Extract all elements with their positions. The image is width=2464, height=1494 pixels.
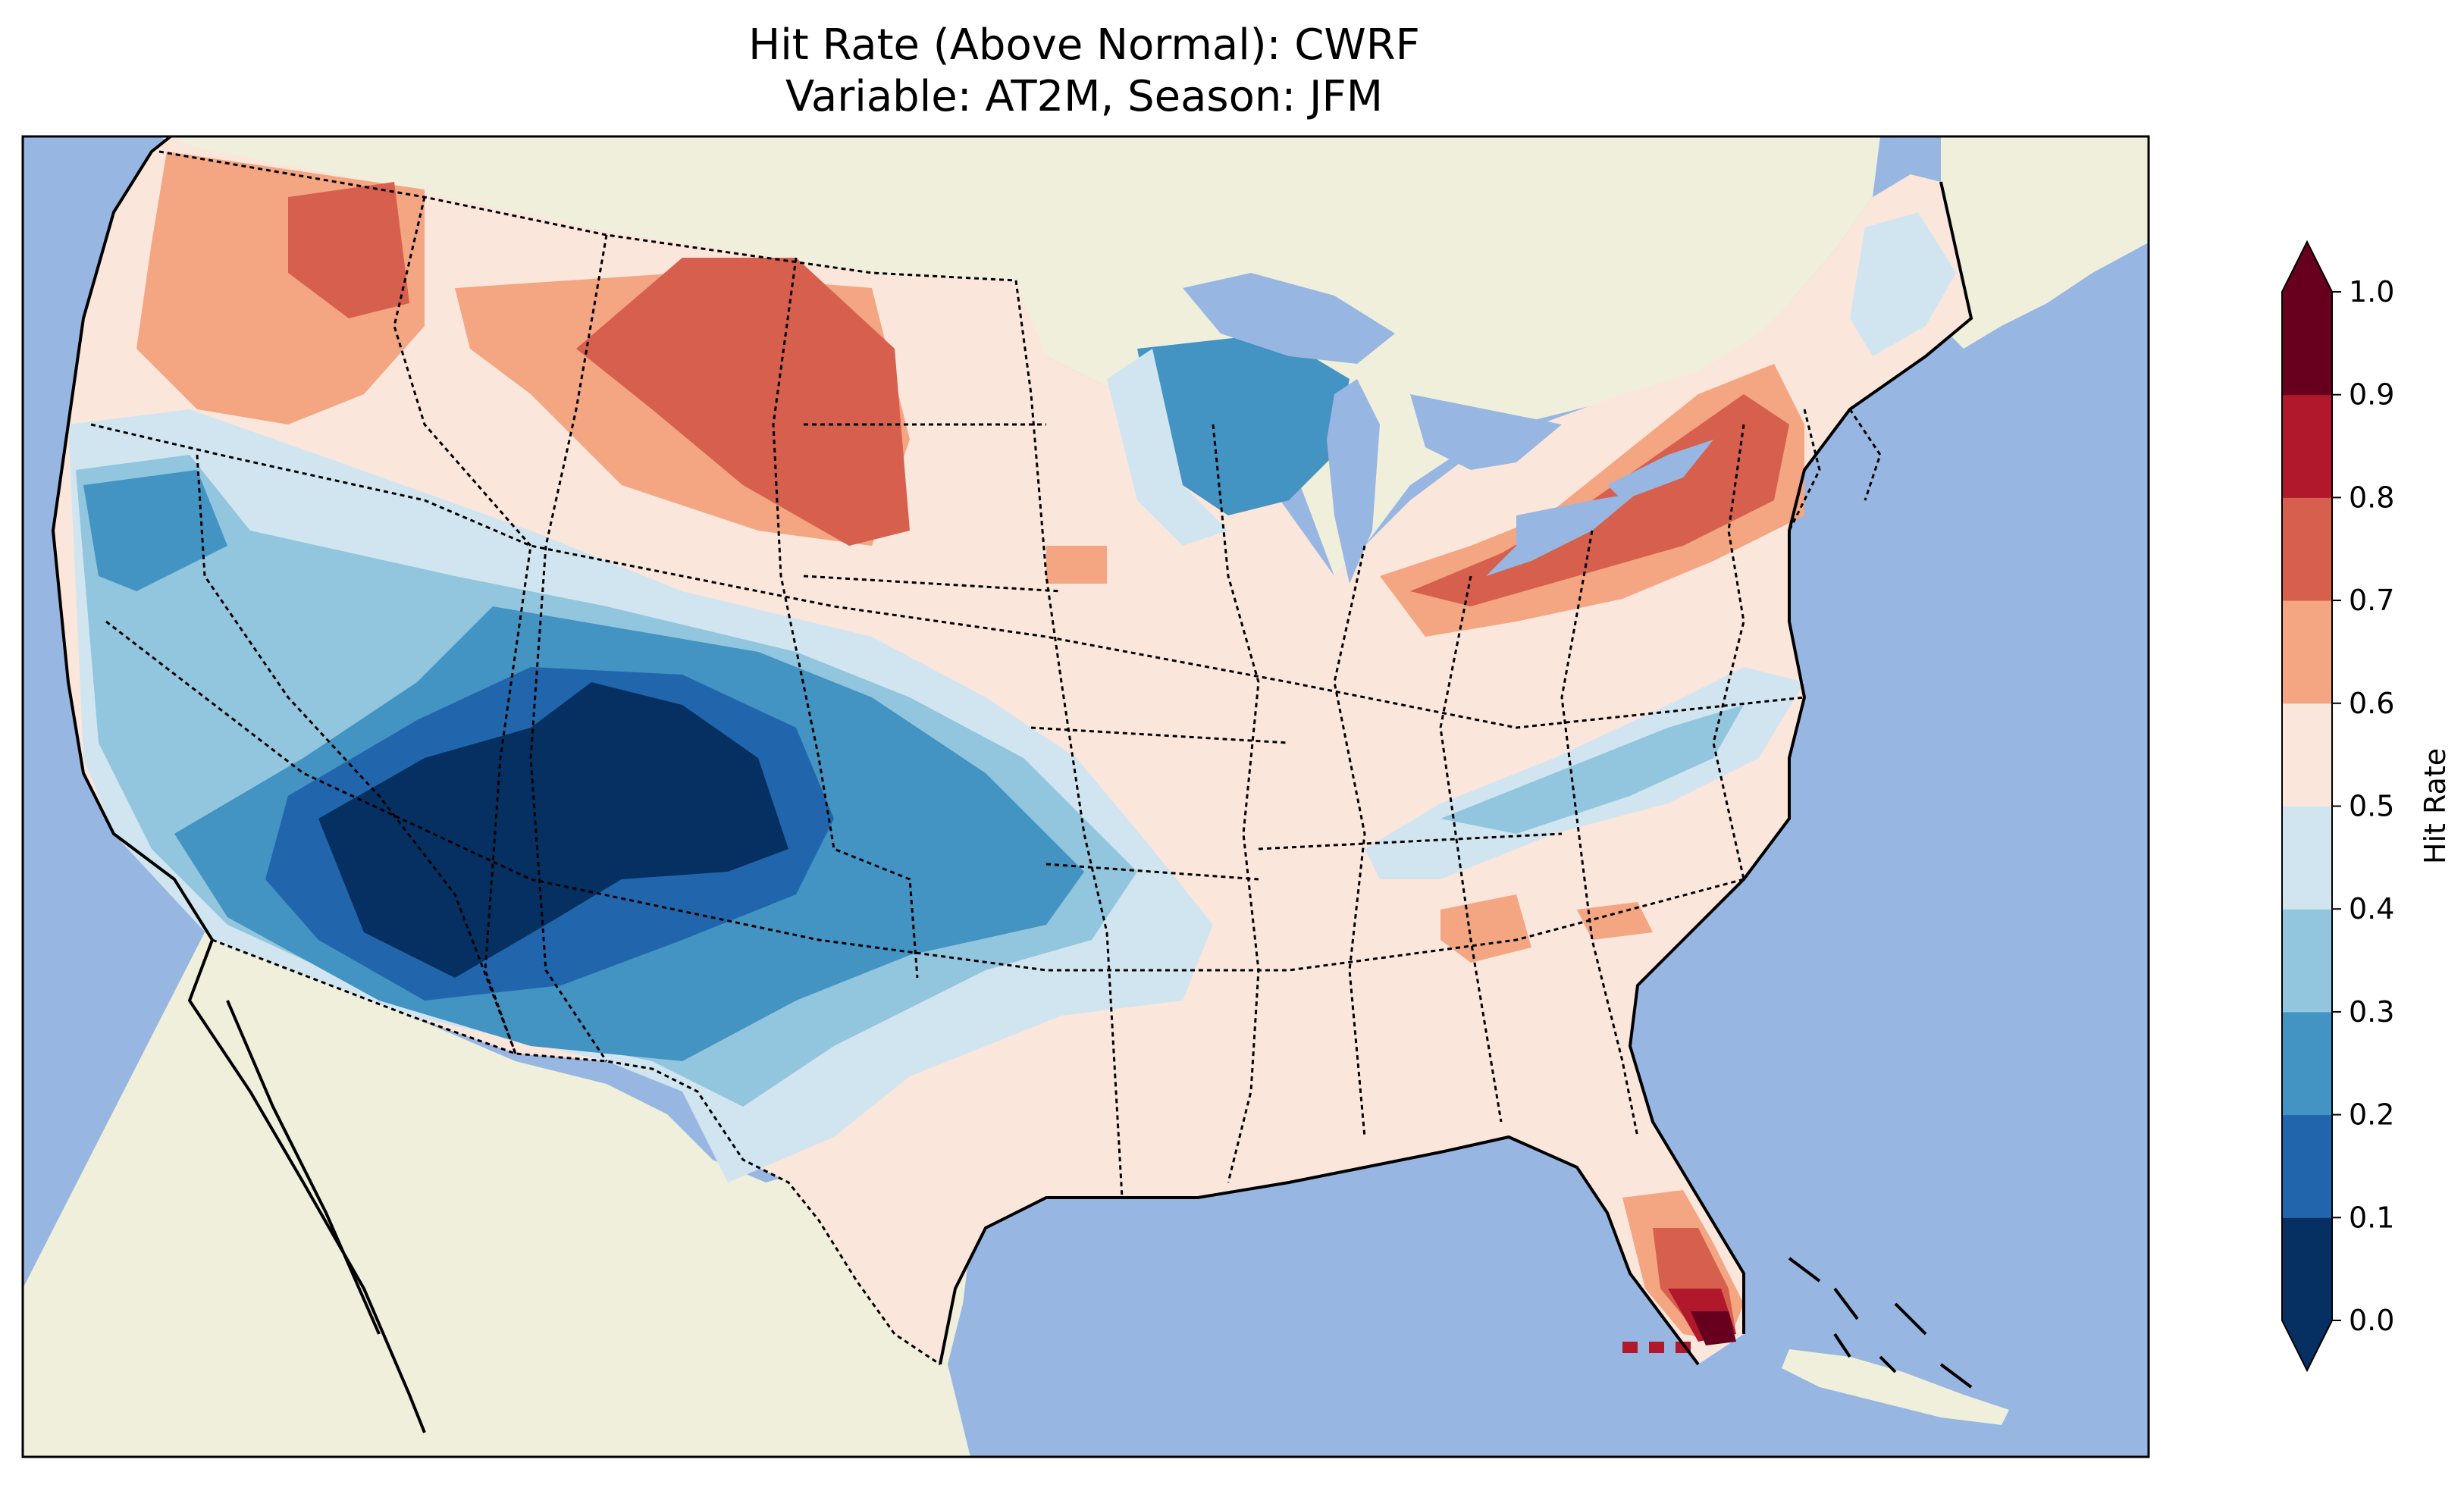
colorbar-tick-label: 1.0 — [2349, 275, 2394, 309]
colorbar-tick-label: 0.2 — [2349, 1098, 2394, 1132]
colorbar-bin-1 — [2282, 1114, 2332, 1218]
map-panel — [23, 136, 2149, 1457]
mexico-land — [23, 932, 970, 1457]
colorbar-tick-label: 0.7 — [2349, 584, 2394, 617]
region-cool-great-lakes — [1137, 334, 1350, 515]
colorbar-tick-label: 0.8 — [2349, 481, 2394, 514]
colorbar-tick-label: 0.3 — [2349, 995, 2394, 1029]
colorbar-tick-label: 0.6 — [2349, 687, 2394, 720]
map-title-line1: Hit Rate (Above Normal): CWRF — [748, 20, 1420, 70]
colorbar-tick-label: 0.1 — [2349, 1201, 2394, 1234]
colorbar-bin-4 — [2282, 806, 2332, 910]
region-warm-southeast — [1046, 546, 1653, 963]
state-borders — [90, 196, 1882, 1198]
colorbar-tick-label: 0.4 — [2349, 892, 2394, 926]
international-border — [158, 150, 1017, 1366]
great-lakes — [1183, 273, 1713, 584]
region-warm-northwest — [288, 182, 910, 546]
colorbar-bin-3 — [2282, 909, 2332, 1013]
coastline — [51, 136, 1973, 1433]
colorbar-bin-8 — [2282, 394, 2332, 498]
colorbar-label: Hit Rate — [2419, 748, 2452, 864]
canada-land — [159, 136, 1880, 576]
bahamas-islands — [1788, 1257, 1973, 1389]
region-cool-light-great-lakes — [1107, 349, 1228, 546]
maritimes-land — [1941, 136, 2149, 349]
map-frame — [21, 135, 2150, 1458]
region-hottest-florida — [1691, 1311, 1736, 1345]
region-cool-darkest-southwest — [318, 682, 788, 978]
colorbar-extend-bottom — [2282, 1320, 2332, 1370]
colorbar-bin-9 — [2282, 292, 2332, 396]
colorbar: 0.0 0.1 0.2 0.3 0.4 0.5 0.6 0.7 0.8 0.9 1.0 Hit Rat… — [2281, 240, 2452, 1373]
colorbar-bin-6 — [2282, 600, 2332, 704]
colorbar-bin-7 — [2282, 497, 2332, 601]
colorbar-bin-2 — [2282, 1011, 2332, 1116]
cuba-land — [1782, 1349, 2009, 1425]
colorbar-tick-label: 0.9 — [2349, 378, 2394, 412]
region-cool-light-northeast — [1850, 212, 1956, 356]
colorbar-bin-5 — [2282, 703, 2332, 807]
colorbar-tick-label: 0.0 — [2349, 1304, 2394, 1337]
colorbar-bin-0 — [2282, 1217, 2332, 1321]
map-title-line2: Variable: AT2M, Season: JFM — [785, 72, 1384, 121]
colorbar-tick-label: 0.5 — [2349, 790, 2394, 823]
colorbar-extend-top — [2282, 242, 2332, 292]
region-cool-mid-atlantic — [1440, 705, 1744, 834]
